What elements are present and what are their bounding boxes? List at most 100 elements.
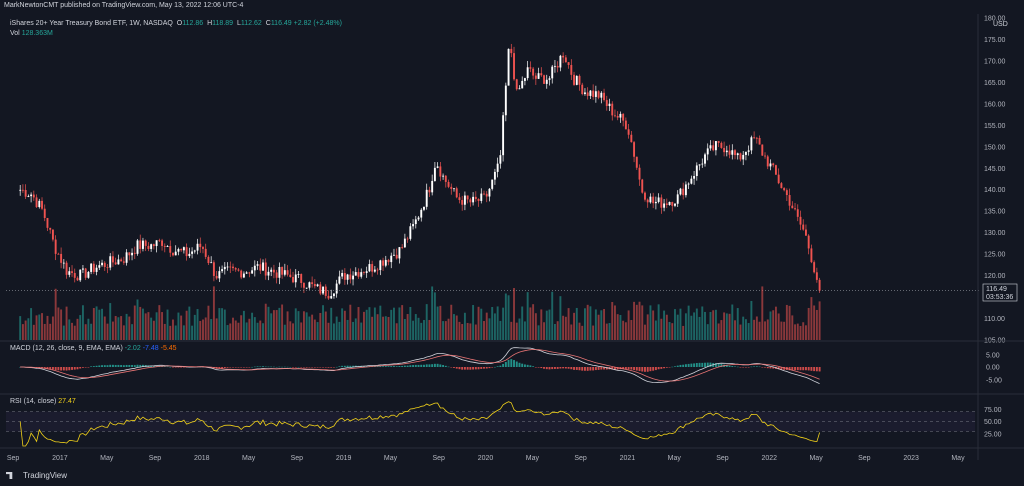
macd-hist-bar: [493, 366, 496, 368]
price-pane[interactable]: [6, 43, 980, 300]
volume-bar: [466, 322, 469, 340]
volume-bar: [545, 310, 548, 340]
time-tick-label: May: [809, 455, 823, 462]
macd-hist-bar: [780, 367, 783, 370]
volume-bar: [210, 319, 213, 340]
candle: [493, 168, 496, 185]
macd-pane[interactable]: [19, 347, 821, 385]
macd-hist-bar: [701, 362, 704, 367]
macd-line: [20, 347, 820, 385]
volume-bar: [403, 319, 406, 340]
macd-hist-bar: [191, 367, 194, 368]
candle: [764, 152, 766, 159]
macd-hist-bar: [319, 367, 322, 368]
macd-hist-bar: [259, 366, 262, 367]
volume-bar: [455, 315, 458, 340]
candle: [698, 164, 701, 171]
candle: [654, 196, 657, 210]
macd-hist-bar: [674, 366, 676, 367]
candle: [425, 183, 428, 210]
macd-hist-bar: [275, 366, 278, 368]
macd-hist-bar: [510, 359, 513, 367]
candle: [510, 43, 513, 58]
volume-bar: [750, 300, 753, 340]
candle: [343, 268, 346, 285]
volume-bar: [346, 319, 349, 340]
candle: [769, 159, 772, 171]
volume-bar: [608, 323, 611, 340]
rsi-pane[interactable]: [6, 401, 975, 447]
macd-hist-bar: [98, 365, 101, 367]
volume-bar: [57, 307, 60, 340]
macd-hist-bar: [384, 366, 387, 367]
macd-hist-bar: [79, 367, 82, 369]
macd-hist-bar: [785, 367, 788, 370]
macd-hist-bar: [556, 367, 559, 369]
macd-hist-bar: [414, 364, 417, 367]
macd-hist-bar: [461, 367, 464, 370]
volume-label: Vol: [10, 30, 20, 37]
volume-bar: [202, 319, 204, 340]
candle: [95, 264, 98, 276]
candle: [608, 98, 611, 112]
volume-bar: [720, 320, 723, 340]
volume-bar: [477, 306, 480, 340]
candle: [319, 281, 322, 296]
macd-hist-bar: [215, 367, 218, 369]
volume-bar: [223, 309, 226, 340]
price-tick-label: 180.00: [984, 16, 1006, 23]
candle: [474, 191, 477, 202]
macd-hist-bar: [21, 367, 24, 368]
volume-bar: [142, 308, 144, 340]
candle: [335, 279, 338, 298]
price-tick-label: 110.00: [984, 316, 1005, 323]
candle: [605, 95, 608, 111]
volume-bar: [65, 306, 68, 340]
macd-hist-bar: [401, 365, 404, 367]
time-axis[interactable]: Sep 2017 May Sep 2018 May Sep 2019 May Sep 2020 May…: [7, 455, 965, 462]
candle: [458, 193, 461, 204]
macd-hist-bar: [35, 367, 38, 368]
volume-bar: [109, 303, 112, 340]
rsi-band: [6, 411, 975, 432]
candle: [73, 268, 76, 283]
currency-label[interactable]: USD: [993, 21, 1008, 28]
macd-hist-bar: [600, 367, 603, 370]
candle: [376, 267, 379, 275]
macd-hist-bar: [136, 364, 139, 367]
macd-hist-bar: [553, 367, 556, 369]
tradingview-logo[interactable]: TradingView: [6, 471, 67, 480]
symbol-legend[interactable]: iShares 20+ Year Treasury Bond ETF, 1W, …: [10, 20, 342, 27]
price-axis[interactable]: 180.00 175.00 170.00 165.00 160.00 155.00 150.…: [984, 16, 1006, 439]
volume-bar: [742, 316, 745, 340]
volume-bar: [739, 324, 742, 340]
volume-bar: [619, 314, 622, 340]
candle: [477, 198, 480, 207]
candle: [665, 198, 668, 209]
candle: [414, 215, 417, 229]
price-tick-label: 125.00: [984, 252, 1006, 259]
volume-legend[interactable]: Vol 128.363M: [10, 30, 53, 37]
macd-hist-bar: [665, 367, 668, 368]
candle: [747, 145, 750, 156]
candle: [742, 150, 745, 166]
volume-bar: [684, 313, 687, 340]
candle: [671, 201, 674, 212]
macd-legend[interactable]: MACD (12, 26, close, 9, EMA, EMA) -2.02 …: [10, 345, 177, 352]
candle: [270, 267, 273, 277]
candle: [551, 64, 554, 84]
candle: [466, 195, 469, 204]
volume-bar: [79, 315, 82, 340]
volume-bar: [480, 308, 483, 340]
candle: [564, 55, 567, 63]
candle: [624, 117, 627, 130]
candle: [578, 74, 581, 91]
candle: [182, 246, 185, 254]
candle: [772, 162, 775, 168]
candle: [455, 186, 458, 199]
macd-hist-bar: [534, 367, 537, 368]
candle: [393, 248, 395, 256]
price-tick-label: 140.00: [984, 187, 1006, 194]
rsi-legend[interactable]: RSI (14, close) 27.47: [10, 398, 76, 405]
